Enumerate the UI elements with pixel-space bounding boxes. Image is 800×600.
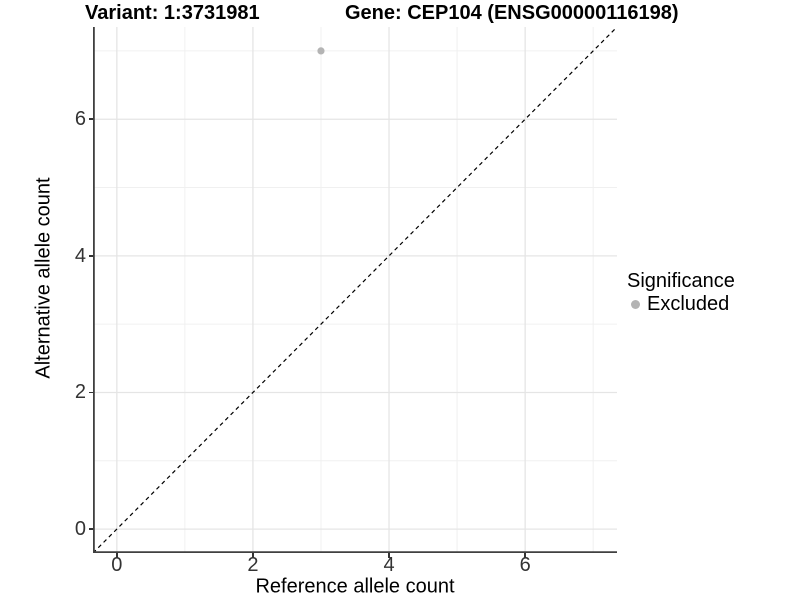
x-tick-label: 2 <box>247 554 259 576</box>
y-tick-mark <box>88 118 93 120</box>
identity-dashed-line <box>93 27 617 553</box>
y-tick-mark <box>88 391 93 394</box>
y-tick-mark <box>88 528 93 530</box>
data-point <box>317 47 325 55</box>
legend-item-excluded: Excluded <box>627 293 735 315</box>
x-tick-label: 0 <box>111 554 123 576</box>
x-tick-mark <box>252 553 254 558</box>
y-tick-mark <box>88 255 93 257</box>
x-tick-mark <box>116 553 118 558</box>
plot-title-gene: Gene: CEP104 (ENSG00000116198) <box>345 2 679 24</box>
y-tick-label: 4 <box>74 244 86 267</box>
x-tick-mark <box>524 553 526 558</box>
x-tick-label: 6 <box>519 554 531 576</box>
legend: Significance Excluded <box>627 270 735 315</box>
legend-title: Significance <box>627 270 735 292</box>
x-tick-label: 4 <box>383 554 395 576</box>
plot-area <box>93 27 617 553</box>
x-tick-mark <box>388 553 390 558</box>
x-axis-label: Reference allele count <box>255 575 455 598</box>
y-tick-label: 6 <box>74 108 86 131</box>
y-tick-label: 2 <box>74 381 86 404</box>
legend-item-label: Excluded <box>647 293 730 315</box>
y-tick-label: 0 <box>74 518 86 541</box>
legend-point-icon <box>631 299 640 309</box>
y-axis-label: Alternative allele count <box>32 177 55 379</box>
plot-title-variant: Variant: 1:3731981 <box>85 2 260 24</box>
